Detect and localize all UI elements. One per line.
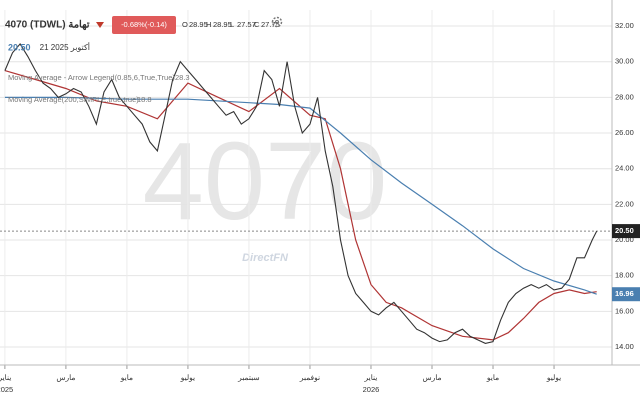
ohlc-value: 28.95 [213,20,232,29]
price-tag [612,224,640,239]
year-label: 2025 [0,385,13,394]
change-box [112,16,176,34]
date-label: 21 2025 أكتوبر [40,41,90,52]
legend-label: Moving Average(200,SIMPLE,true,true) [8,95,139,104]
ohlc-value: 27.75 [261,20,280,29]
x-tick-label: مارس [56,373,75,382]
x-tick-label: مايو [486,373,499,382]
settings-icon[interactable] [271,16,283,28]
x-tick-label: مايو [120,373,133,382]
x-tick-label: سبتمبر [237,373,260,382]
x-tick-label: نوفمبر [299,373,320,382]
watermark: 4070 [143,120,388,243]
year-label: 2026 [363,385,380,394]
y-tick-label: 18.00 [615,271,634,280]
down-arrow [96,22,104,28]
y-tick-label: 16.00 [615,306,634,315]
x-tick-label: يوليو [180,373,195,382]
line [4,70,597,341]
ohlc-key: O [182,20,188,29]
ohlc-key: C [254,20,260,29]
x-tick-label: يناير [0,373,11,382]
y-tick-label: 22.00 [615,199,634,208]
legend-value: 28.3 [175,73,190,82]
x-tick-label: يوليو [546,373,561,382]
legend-value: 18.8 [137,95,152,104]
price-tag-label: 20.50 [615,226,634,235]
legend-label: Moving Average - Arrow Legend(0.85,6,Tru… [8,73,175,82]
y-tick-label: 32.00 [615,21,634,30]
line [4,96,597,295]
y-tick-label: 26.00 [615,128,634,137]
y-tick-label: 20.00 [615,235,634,244]
price-tag-label: 16.96 [615,289,634,298]
last-price: 20.50 [8,42,31,52]
brand: DirectFN [242,252,289,264]
x-tick-label: مارس [422,373,441,382]
y-tick-label: 14.00 [615,342,634,351]
y-tick-label: 30.00 [615,57,634,66]
y-tick-label: 28.00 [615,92,634,101]
ohlc-value: 27.57 [237,20,256,29]
chart-title: 4070 (TDWL) تهامة [5,20,90,31]
ohlc-key: L [230,20,234,29]
ohlc-value: 28.95 [189,20,208,29]
y-tick-label: 24.00 [615,164,634,173]
ohlc-key: H [206,20,211,29]
line [4,42,598,344]
x-tick-label: يناير [364,373,378,382]
change-label: -0.68%(-0.14) [121,20,167,29]
price-tag [612,287,640,302]
